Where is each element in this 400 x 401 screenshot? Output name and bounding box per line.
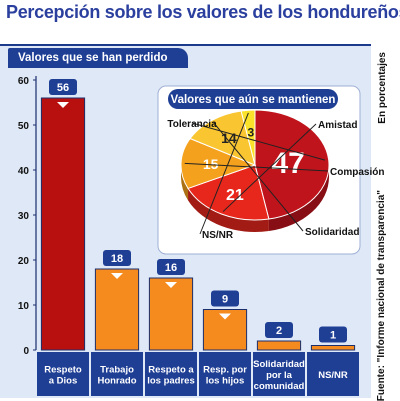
pie-leader-line — [213, 122, 304, 232]
bar-value-label: 1 — [330, 330, 336, 342]
bar-pointer — [57, 102, 69, 108]
value-label-box — [319, 326, 347, 343]
x-tick-label: Trabajo — [100, 365, 134, 376]
pie-chart: Valores que aún se mantienen 47 Tolerancia… — [157, 85, 384, 255]
bar-value-label: 18 — [111, 253, 123, 265]
bar-chart-title: Valores que se han perdido — [8, 48, 188, 68]
y-tick-label: 0 — [23, 346, 29, 357]
pie-slice-label: Amistad — [318, 120, 357, 131]
pie-slice-label: Solidaridad — [305, 227, 359, 238]
pie-chart-title: Valores que aún se mantienen — [171, 94, 336, 106]
pie-leader-line — [199, 112, 249, 235]
bar — [94, 268, 140, 351]
pie-slice — [187, 164, 270, 221]
y-tick-label: 20 — [18, 256, 30, 267]
category-label-box — [199, 352, 251, 396]
value-label-box — [265, 322, 293, 338]
pie-slice-label: Tolerancia — [167, 119, 217, 130]
y-tick-label: 30 — [18, 211, 30, 222]
bar-value-label: 56 — [57, 82, 69, 94]
value-label-box — [211, 290, 239, 307]
y-tick-label: 60 — [18, 76, 30, 87]
pie-slice-label: NS/NR — [202, 230, 234, 241]
pie-value-label: 3 — [247, 125, 254, 139]
pie-slice — [254, 109, 330, 220]
y-tick-label: 40 — [18, 166, 30, 177]
y-tick-label: 10 — [18, 301, 30, 312]
units-label: En porcentajes — [377, 52, 388, 124]
bar-value-label: 2 — [276, 325, 282, 337]
bar-value-label: 9 — [222, 294, 228, 306]
category-label-box — [91, 352, 143, 396]
bar — [256, 340, 302, 351]
x-tick-label: Respeto a — [148, 365, 194, 376]
pie-slice-side — [268, 165, 329, 232]
bar-pointer — [165, 282, 177, 288]
value-label-box — [157, 259, 185, 275]
x-tick-label: a Dios — [49, 376, 78, 387]
y-tick-label: 50 — [18, 121, 30, 132]
x-tick-label: Respeto — [44, 365, 82, 376]
bar-pointer — [111, 273, 123, 279]
x-tick-label: comunidad — [254, 381, 305, 392]
category-label-box — [37, 352, 89, 396]
category-label-box — [253, 352, 305, 396]
pie-value-label: 21 — [226, 187, 244, 204]
bar-value-label: 16 — [165, 262, 177, 274]
x-tick-label: Honrado — [97, 376, 136, 387]
pie-slice-label: Compasión — [330, 167, 384, 178]
bar — [148, 277, 194, 351]
value-label-box — [49, 79, 77, 95]
x-tick-label: Resp. por — [203, 365, 247, 376]
pie-value-label: 47 — [271, 147, 304, 180]
x-tick-label: Solidaridad — [253, 359, 305, 370]
category-label-box — [307, 352, 359, 396]
pie-slice — [180, 137, 257, 190]
page-title: Percepción sobre los valores de los hond… — [6, 2, 400, 22]
x-tick-label: los hijos — [206, 376, 245, 387]
pie-value-label: 14 — [221, 130, 237, 146]
pie-value-label: 15 — [203, 156, 219, 172]
value-label-box — [103, 250, 131, 266]
bar — [310, 345, 356, 351]
bar — [40, 97, 86, 351]
x-tick-label: NS/NR — [318, 370, 348, 381]
x-tick-label: los padres — [147, 376, 195, 387]
pie-slice — [189, 110, 256, 166]
bar-pointer — [219, 313, 231, 320]
pie-leader-line — [184, 162, 329, 172]
pie-title-box — [168, 89, 338, 109]
pie-slice-side — [188, 188, 269, 232]
category-label-box — [145, 352, 197, 396]
source-label: Fuente: "Informe nacional de transparenc… — [376, 190, 387, 401]
x-tick-label: por la — [266, 370, 293, 381]
pie-leader-line — [191, 122, 326, 161]
